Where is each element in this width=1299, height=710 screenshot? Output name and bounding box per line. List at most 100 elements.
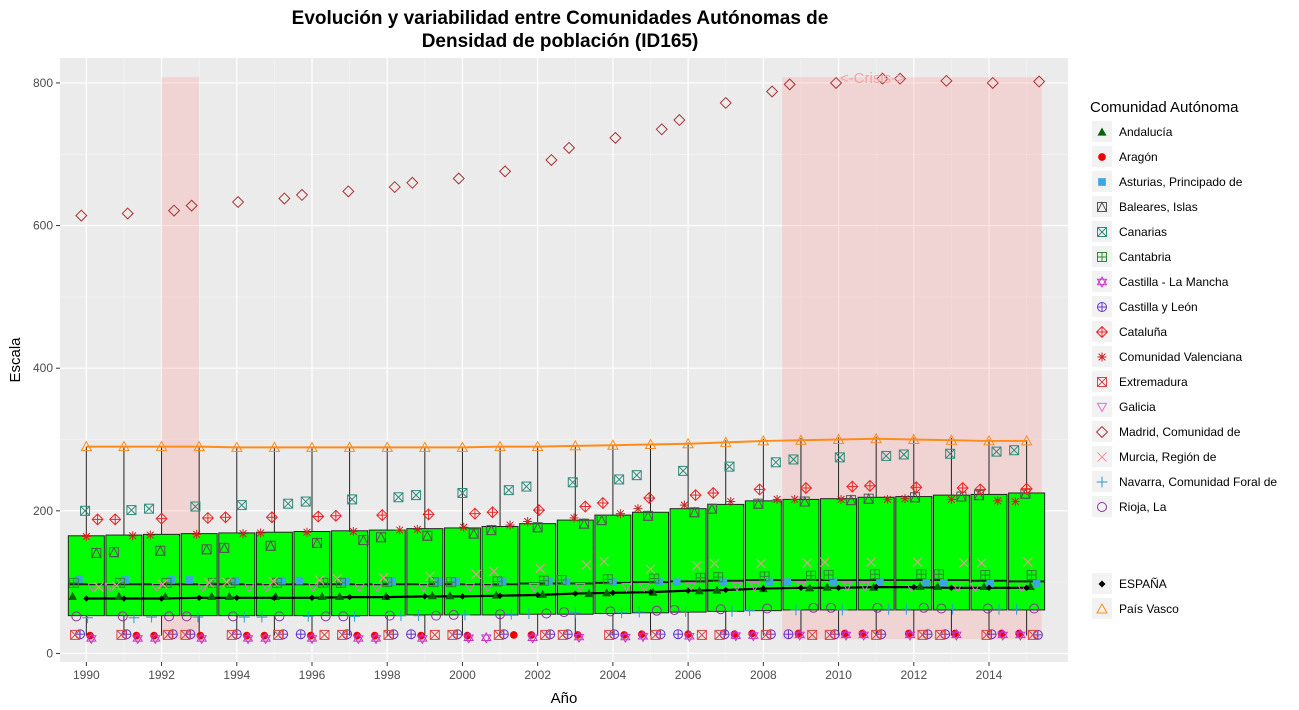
point (312, 510, 325, 523)
espana-point (835, 584, 842, 592)
x-tick-label: 2014 (976, 668, 1003, 682)
point (940, 579, 948, 587)
point (836, 604, 848, 616)
point (579, 500, 592, 513)
point (406, 176, 419, 189)
point (826, 602, 837, 613)
y-tick-label: 200 (33, 504, 53, 518)
point (783, 578, 792, 586)
point (535, 563, 546, 574)
point (673, 629, 684, 640)
point (633, 606, 645, 618)
pais-vasco-point (456, 441, 469, 452)
point (824, 629, 835, 640)
point (358, 534, 369, 546)
box (594, 514, 632, 615)
point (836, 494, 846, 504)
point (164, 611, 175, 622)
pais-vasco-point (983, 434, 995, 446)
point (395, 525, 405, 535)
point (631, 470, 642, 481)
pais-vasco-point (682, 437, 694, 449)
point (799, 495, 811, 507)
box (443, 527, 481, 616)
x-tick-label: 2000 (449, 668, 476, 682)
espana-point (83, 595, 90, 602)
y-axis-label: Escala (7, 337, 24, 383)
point (805, 570, 816, 581)
point (71, 611, 82, 622)
point (283, 498, 294, 509)
point (802, 558, 813, 568)
point (650, 629, 661, 640)
point (724, 461, 735, 472)
point (578, 518, 590, 529)
point (505, 608, 517, 620)
point (145, 530, 155, 540)
espana-point (308, 594, 316, 602)
pais-vasco-point (118, 440, 130, 452)
point (1029, 603, 1040, 614)
chart-title-line1: Evolución y variabilidad entre Comunidad… (292, 8, 829, 29)
point (114, 591, 124, 600)
box (556, 519, 594, 615)
espana-point (271, 594, 278, 602)
point (1011, 603, 1023, 615)
legend-label: Canarias (1119, 225, 1167, 239)
point (413, 610, 424, 622)
point (604, 629, 615, 640)
legend-marker (1097, 502, 1107, 512)
point (719, 96, 732, 110)
point (498, 165, 512, 178)
espana-point (797, 584, 805, 592)
point (201, 511, 215, 525)
point (261, 583, 273, 593)
chart-title-line2: Densidad de población (ID165) (422, 31, 699, 52)
point (75, 209, 88, 222)
point (412, 524, 422, 534)
point (219, 511, 232, 524)
point (91, 513, 104, 526)
point (115, 577, 126, 588)
point (228, 611, 239, 622)
point (260, 632, 272, 645)
legend-label: Murcia, Región de (1119, 450, 1217, 464)
point (936, 603, 947, 614)
point (505, 520, 515, 530)
pais-vasco-point (795, 434, 807, 445)
point (713, 572, 724, 583)
point (614, 474, 625, 485)
point (788, 454, 799, 465)
point (882, 494, 892, 504)
point (337, 629, 348, 640)
point (93, 582, 104, 592)
point (80, 505, 91, 516)
legend-marker (1096, 402, 1108, 413)
point (236, 500, 247, 511)
point (207, 591, 217, 600)
point (503, 485, 514, 496)
point (488, 566, 499, 577)
espana-point (346, 593, 353, 601)
point (371, 583, 383, 593)
box (406, 528, 444, 616)
y-tick-label: 600 (33, 219, 53, 233)
point (538, 589, 548, 598)
point (573, 631, 585, 643)
point (709, 558, 720, 569)
pais-vasco-point (418, 441, 431, 452)
point (109, 513, 122, 526)
point (765, 85, 779, 98)
point (947, 603, 959, 615)
legend-marker (1097, 127, 1107, 136)
point (482, 583, 493, 593)
point (424, 571, 435, 582)
espana-point (459, 593, 466, 600)
point (744, 605, 755, 617)
point (669, 604, 680, 615)
point (68, 591, 78, 600)
point (185, 199, 198, 212)
box (481, 526, 519, 616)
point (689, 489, 702, 502)
